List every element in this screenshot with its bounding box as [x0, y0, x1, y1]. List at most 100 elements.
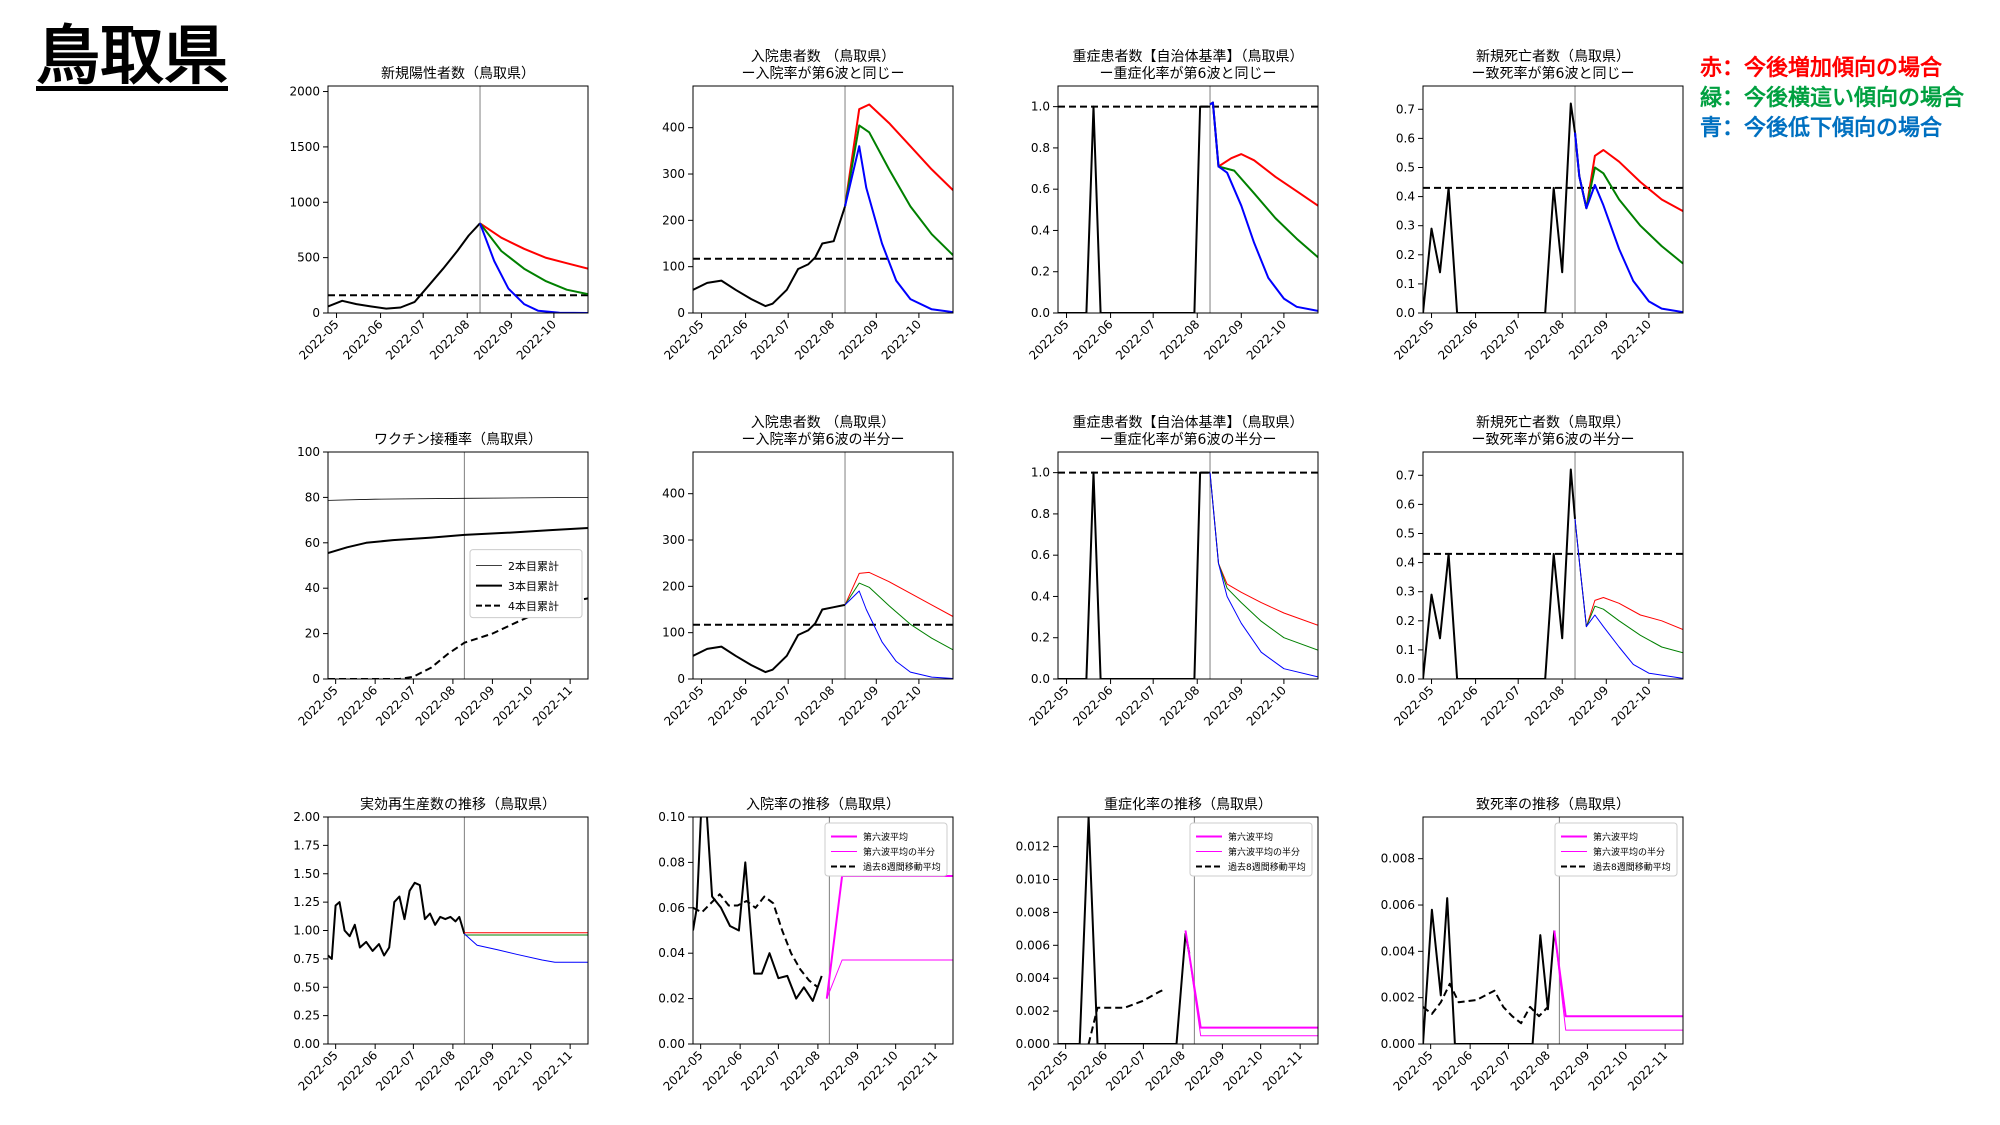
x-tick-label: 2022-10: [879, 683, 924, 728]
plot-frame: [327, 451, 589, 680]
y-tick-label: 0.000: [1381, 1037, 1415, 1051]
x-tick-label: 2022-09: [452, 683, 497, 728]
legend-label: 過去8週間移動平均: [863, 861, 941, 873]
x-tick-label: 2022-08: [792, 683, 837, 728]
plot-frame: [1422, 816, 1684, 1045]
series-line-green-2: [844, 582, 953, 651]
y-tick-label: 0.008: [1016, 905, 1050, 919]
scenario-legend-decrease: 青：今後低下傾向の場合: [1700, 116, 1943, 141]
y-tick-label: 0.012: [1016, 840, 1050, 854]
x-tick-label: 2022-10: [1244, 317, 1289, 362]
y-tick-label: 0.002: [1016, 1004, 1050, 1018]
x-tick-label: 2022-09: [836, 317, 881, 362]
series-line-blue-3: [844, 145, 953, 313]
x-tick-label: 2022-06: [335, 683, 380, 728]
x-tick-label: 2022-08: [1157, 683, 1202, 728]
chart-title: ワクチン接種率（鳥取県）: [374, 431, 542, 448]
plot-frame: [1057, 451, 1319, 680]
y-tick-label: 1.25: [293, 895, 320, 909]
y-tick-label: 1000: [289, 195, 320, 209]
series-line-blue-3: [844, 590, 953, 679]
x-tick-label: 2022-09: [452, 1048, 497, 1093]
x-tick-label: 2022-08: [1522, 683, 1567, 728]
y-tick-label: 0.00: [293, 1037, 320, 1051]
series-line-magenta-2: [1184, 930, 1318, 1029]
y-tick-label: 0.4: [1031, 589, 1050, 603]
x-tick-label: 2022-05: [296, 317, 341, 362]
series-line-black-0: [1058, 471, 1210, 679]
x-tick-label: 2022-07: [1103, 1048, 1148, 1093]
y-tick-label: 0.4: [1396, 190, 1415, 204]
x-tick-label: 2022-06: [335, 1048, 380, 1093]
plot-area: [693, 86, 953, 313]
x-tick-label: 2022-05: [295, 1048, 340, 1093]
plot-frame: [1057, 85, 1319, 314]
chart-title: ー入院率が第6波の半分ー: [742, 431, 905, 448]
x-tick-label: 2022-05: [1026, 683, 1071, 728]
series-line-blue-3: [1574, 132, 1683, 313]
x-tick-label: 2022-05: [661, 683, 706, 728]
series-line-black-2: [328, 597, 588, 679]
series-line-magenta-3: [1185, 930, 1318, 1037]
y-tick-label: 0.002: [1381, 991, 1415, 1005]
x-tick-label: 2022-11: [1260, 1048, 1305, 1093]
y-tick-label: 40: [305, 581, 320, 595]
chart-reproduction: 実効再生産数の推移（鳥取県） 0.00 0.25 0.50 0.75 1.00 1.25 1.…: [293, 797, 589, 1094]
chart-legend: 2本目累計 3本目累計 4本目累計: [469, 549, 583, 619]
legend-label: 2本目累計: [508, 559, 559, 573]
series-line-green-2: [1209, 101, 1318, 259]
x-tick-label: 2022-11: [530, 1048, 575, 1093]
chart-title: 新規死亡者数（鳥取県）: [1476, 415, 1630, 431]
scenario-legend-flat: 緑：今後横這い傾向の場合: [1700, 86, 1965, 111]
y-tick-label: 1.50: [293, 867, 320, 881]
series-line-black-1: [1087, 988, 1165, 1044]
y-tick-label: 1500: [289, 140, 320, 154]
chart-deaths-half: 新規死亡者数（鳥取県）ー致死率が第6波の半分ー 0.0 0.1 0.2 0.3 0.4 0.…: [1391, 415, 1684, 729]
y-tick-label: 2.00: [293, 810, 320, 824]
y-tick-label: 2000: [289, 85, 320, 99]
x-tick-label: 2022-11: [530, 683, 575, 728]
series-line-green-2: [844, 124, 953, 256]
x-tick-label: 2022-07: [1113, 317, 1158, 362]
y-tick-label: 100: [662, 626, 685, 640]
y-tick-label: 500: [297, 251, 320, 265]
x-tick-label: 2022-06: [1070, 683, 1115, 728]
x-tick-label: 2022-06: [340, 317, 385, 362]
plot-frame: [1422, 85, 1684, 314]
y-tick-label: 0.2: [1031, 631, 1050, 645]
plot-frame: [692, 451, 954, 680]
y-tick-label: 80: [305, 490, 320, 504]
plot-area: [1058, 452, 1318, 679]
series-line-blue-3: [1574, 518, 1683, 679]
page-title: 鳥取県: [36, 20, 228, 94]
series-line-black-1: [693, 893, 819, 989]
series-line-red-1: [1574, 132, 1683, 212]
plot-area: [328, 452, 588, 679]
series-line-blue-3: [1209, 472, 1318, 678]
legend-label: 3本目累計: [508, 579, 559, 593]
y-tick-label: 0: [677, 306, 685, 320]
legend-label: 過去8週間移動平均: [1228, 861, 1306, 873]
chart-title: 入院患者数 （鳥取県）: [751, 49, 895, 65]
x-tick-label: 2022-07: [373, 1048, 418, 1093]
x-tick-label: 2022-07: [373, 683, 418, 728]
y-tick-label: 100: [297, 445, 320, 459]
chart-title: ー重症化率が第6波と同じー: [1100, 65, 1277, 82]
x-tick-label: 2022-07: [1113, 683, 1158, 728]
y-tick-label: 0.25: [293, 1009, 320, 1023]
x-tick-label: 2022-05: [295, 683, 340, 728]
x-tick-label: 2022-07: [1478, 317, 1523, 362]
chart-new-cases: 新規陽性者数（鳥取県）05001000150020002022-052022-0…: [289, 66, 589, 363]
x-tick-label: 2022-09: [817, 1048, 862, 1093]
x-tick-label: 2022-08: [1157, 317, 1202, 362]
y-tick-label: 300: [662, 167, 685, 181]
series-line-green-2: [1574, 518, 1683, 654]
y-tick-label: 0.04: [658, 946, 685, 960]
series-line-black-0: [328, 497, 588, 501]
y-tick-label: 100: [662, 260, 685, 274]
y-tick-label: 0.000: [1016, 1037, 1050, 1051]
chart-inpatients-half: 入院患者数 （鳥取県）ー入院率が第6波の半分ー 0 100 200 300 400 2022…: [661, 415, 954, 729]
plot-area: [1423, 86, 1683, 313]
chart-vaccination: ワクチン接種率（鳥取県）0204060801002022-052022-0620…: [295, 431, 589, 729]
